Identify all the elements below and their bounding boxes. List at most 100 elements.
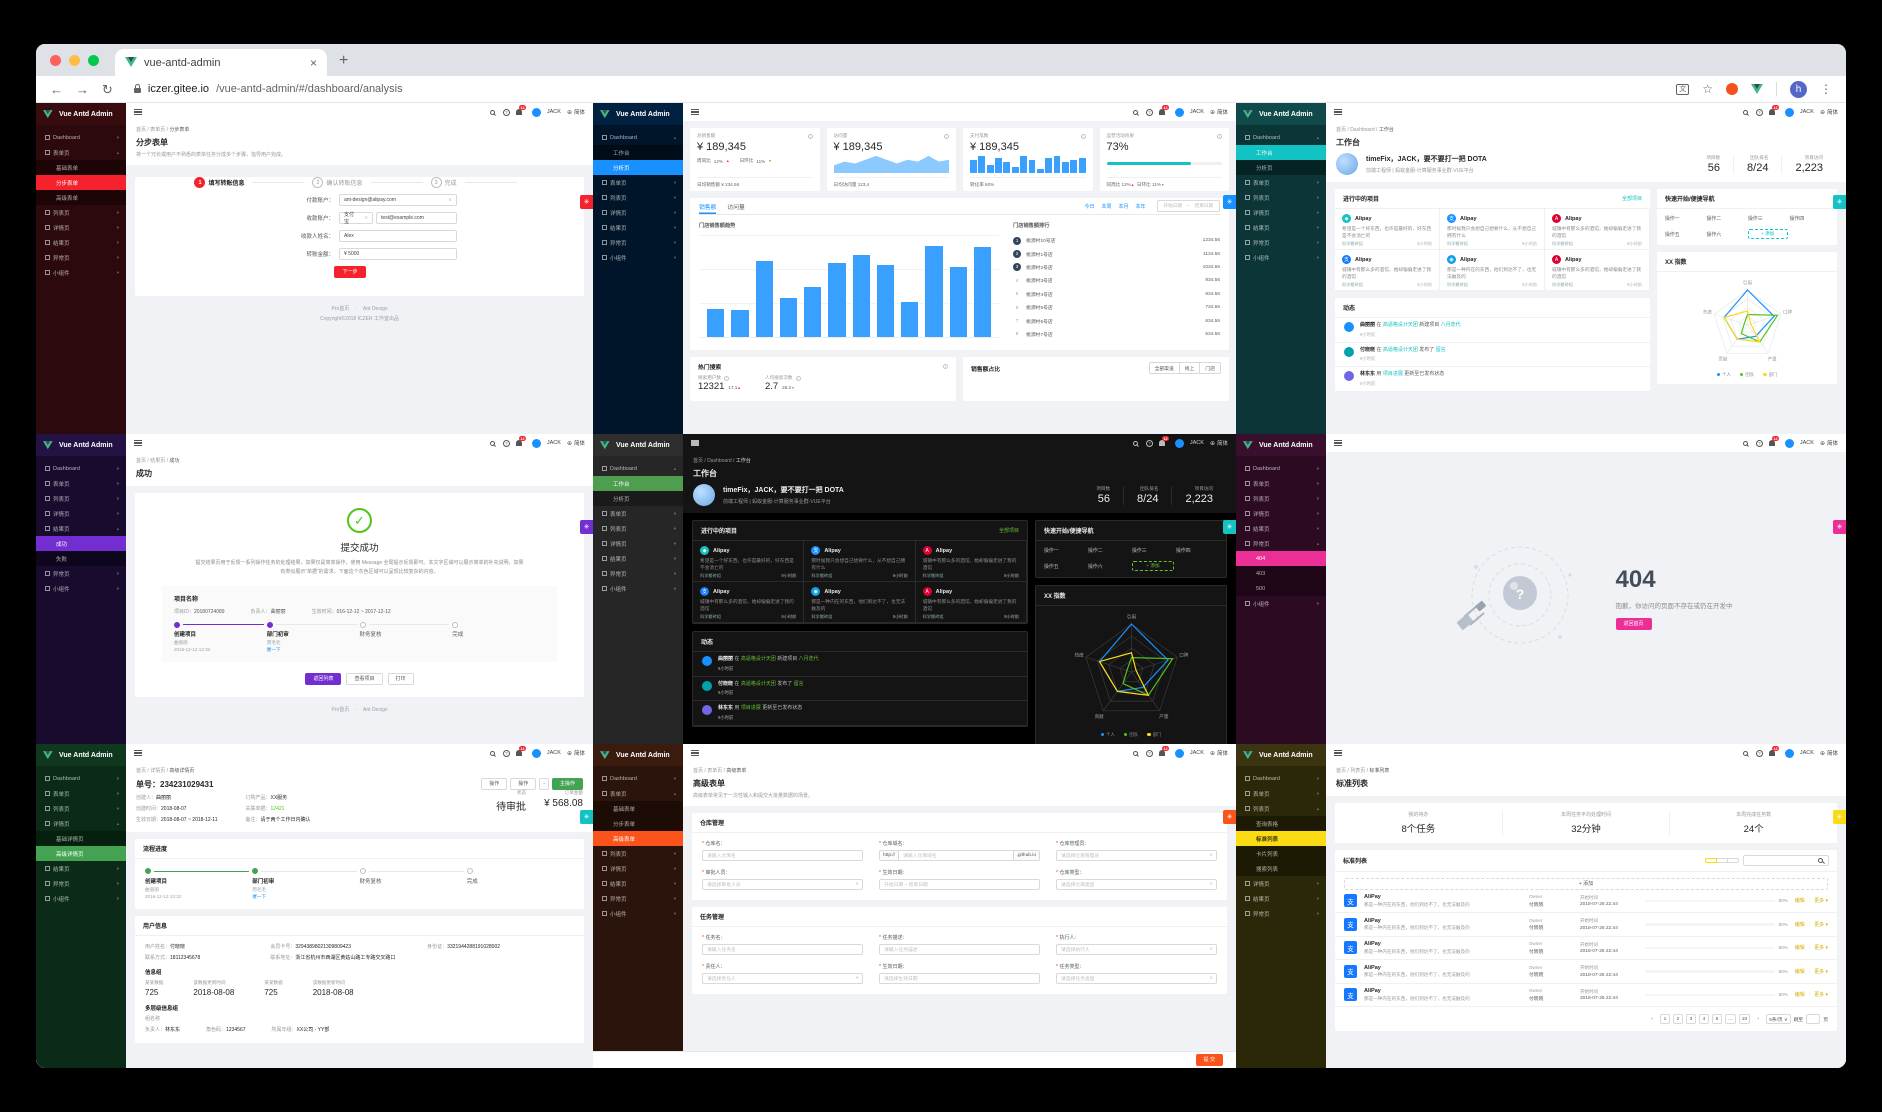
edit-link[interactable]: 编辑	[1794, 992, 1805, 999]
more-link[interactable]: 更多 ▾	[1814, 898, 1828, 905]
user-avatar[interactable]	[1174, 748, 1184, 758]
sidebar-item[interactable]: 小组件	[36, 265, 126, 280]
sidebar-item[interactable]: 分析页	[1236, 160, 1326, 175]
search-icon[interactable]	[1132, 440, 1138, 446]
related-doc-link[interactable]: 12421	[270, 806, 285, 812]
sidebar-item[interactable]: 表单页	[1236, 786, 1326, 801]
breadcrumb[interactable]: 首页 / 列表页 / 标准列表	[1336, 768, 1390, 774]
feed-link[interactable]: 八月迭代	[798, 656, 819, 662]
settings-gear-button[interactable]: ✳	[580, 520, 593, 534]
project-tile[interactable]: 支 Alipay 城镇中有那么多的酒馆，她却偏偏走进了我的酒馆 科学搬砖组 9小时前	[1335, 250, 1440, 291]
user-name[interactable]: JACK	[546, 109, 561, 115]
prev-page-button[interactable]: ‹	[1651, 1016, 1653, 1022]
sidebar-item[interactable]: 列表页	[36, 205, 126, 220]
sidebar-item[interactable]: 分步表单	[36, 175, 126, 190]
bell-icon[interactable]: 12	[1158, 436, 1170, 446]
quick-link[interactable]: 操作二	[1706, 217, 1722, 222]
sidebar-item[interactable]: 表单页	[1236, 175, 1326, 190]
sidebar-item[interactable]: Dashboard	[1236, 461, 1326, 476]
quick-link[interactable]: 操作五	[1665, 232, 1680, 238]
user-name[interactable]: JACK	[1189, 440, 1204, 446]
range-link[interactable]: 本周	[1101, 203, 1112, 210]
sidebar-item[interactable]: 列表页	[1236, 491, 1326, 506]
sidebar-item[interactable]: 小组件	[593, 581, 683, 596]
payee-name-input[interactable]: Alex	[339, 230, 457, 242]
print-button[interactable]: 打印	[387, 672, 414, 685]
project-tile[interactable]: ◉ Alipay 那是一种内在的东西，他们到达不了，也无法触及的 科学搬砖组 9小时…	[804, 582, 916, 623]
user-avatar[interactable]	[531, 748, 541, 758]
sidebar-item[interactable]: 结果页	[36, 235, 126, 250]
feed-link[interactable]: 项目进展	[1382, 371, 1403, 377]
sidebar-item[interactable]: 高级表单	[593, 831, 683, 846]
page-number-button[interactable]: 3	[1685, 1014, 1696, 1024]
sidebar-item[interactable]: 小组件	[1236, 250, 1326, 265]
user-name[interactable]: JACK	[546, 440, 561, 446]
task-row[interactable]: 支 AliPay 那是一种内在的东西，他们到达不了，也无法触及的 Owner 付晓晓…	[1335, 890, 1837, 913]
back-to-list-button[interactable]: 返回列表	[305, 672, 342, 685]
sidebar-item[interactable]: Dashboard	[36, 461, 126, 476]
bell-icon[interactable]: 12	[515, 436, 527, 446]
channel-filter-button[interactable]: 线上	[1178, 362, 1201, 375]
user-name[interactable]: JACK	[1799, 440, 1814, 446]
main-action-button[interactable]: 主操作	[551, 778, 583, 790]
edit-link[interactable]: 编辑	[1794, 968, 1805, 975]
help-icon[interactable]: ?	[1755, 108, 1763, 116]
quick-link[interactable]: 操作四	[1176, 549, 1191, 554]
payee-account-input[interactable]: test@example.com	[376, 212, 457, 224]
sidebar-item[interactable]: 成功	[36, 536, 126, 551]
bell-icon[interactable]: 12	[1768, 746, 1780, 756]
project-tile[interactable]: A Alipay 城镇中有那么多的酒馆，她却偏偏走进了我的酒馆 科学搬砖组 9小时前	[915, 541, 1027, 582]
sidebar-item[interactable]: 工作台	[1236, 145, 1326, 160]
minimize-window-button[interactable]	[69, 55, 80, 66]
settings-gear-button[interactable]: ✳	[580, 195, 593, 209]
breadcrumb[interactable]: 首页 / 表单页 / 高级表单	[693, 768, 747, 774]
sidebar-item[interactable]: 基础详情页	[36, 831, 126, 846]
form-input[interactable]: 请选择生效日期	[879, 972, 1040, 984]
bell-icon[interactable]: 12	[1768, 436, 1780, 446]
sidebar-item[interactable]: 结果页	[36, 861, 126, 876]
vue-devtools-extension-icon[interactable]	[1751, 83, 1763, 95]
page-number-button[interactable]: 4	[1698, 1014, 1709, 1024]
lang-switcher[interactable]: ⊕ 简体	[1209, 440, 1228, 448]
quick-link[interactable]: 操作五	[1044, 564, 1059, 570]
sidebar-item[interactable]: 列表页	[593, 846, 683, 861]
sidebar-item[interactable]: 工作台	[593, 476, 683, 491]
info-icon[interactable]: i	[807, 133, 813, 139]
sidebar-item[interactable]: Dashboard	[593, 461, 683, 476]
sidebar-item[interactable]: 异常页	[1236, 906, 1326, 921]
sidebar-item[interactable]: 列表页	[1236, 801, 1326, 816]
breadcrumb[interactable]: 首页 / 详情页 / 高级详情页	[136, 768, 195, 774]
info-icon[interactable]: i	[1217, 133, 1222, 139]
search-icon[interactable]	[1742, 750, 1748, 756]
project-tile[interactable]: 支 Alipay 城镇中有那么多的酒馆，她却偏偏走进了我的酒馆 科学搬砖组 9小时前	[693, 582, 805, 623]
user-avatar[interactable]	[1784, 748, 1794, 758]
sidebar-item[interactable]: 详情页	[593, 205, 683, 220]
edit-link[interactable]: 编辑	[1794, 898, 1805, 905]
feed-link[interactable]: 高逼格设计天团	[740, 656, 776, 662]
payer-account-select[interactable]: ant-design@alipay.com ∨	[339, 194, 457, 206]
app-logo[interactable]: Vue Antd Admin	[593, 744, 683, 766]
action-button[interactable]: 操作	[510, 778, 537, 790]
sidebar-item[interactable]: 表单页	[36, 476, 126, 491]
app-logo[interactable]: Vue Antd Admin	[1236, 103, 1326, 125]
help-icon[interactable]: ?	[1145, 439, 1153, 447]
more-action-button[interactable]: -	[539, 778, 549, 790]
sidebar-item[interactable]: 详情页	[593, 861, 683, 876]
sidebar-item[interactable]: 异常页	[1236, 536, 1326, 551]
settings-gear-button[interactable]: ✳	[1833, 195, 1846, 209]
sidebar-item[interactable]: 表单页	[36, 145, 126, 160]
app-logo[interactable]: Vue Antd Admin	[36, 744, 126, 766]
settings-gear-button[interactable]: ✳	[1223, 195, 1236, 209]
maximize-window-button[interactable]	[88, 55, 99, 66]
sidebar-item[interactable]: 小组件	[36, 581, 126, 596]
project-tile[interactable]: A Alipay 城镇中有那么多的酒馆，她却偏偏走进了我的酒馆 科学搬砖组 9小时前	[915, 582, 1027, 623]
menu-fold-icon[interactable]	[691, 750, 699, 756]
menu-fold-icon[interactable]	[134, 750, 142, 756]
search-icon[interactable]	[1132, 750, 1138, 756]
lang-switcher[interactable]: ⊕ 简体	[566, 109, 585, 117]
sidebar-item[interactable]: 详情页	[1236, 506, 1326, 521]
app-logo[interactable]: Vue Antd Admin	[36, 103, 126, 125]
footer-link-antd[interactable]: Ant Design	[363, 306, 388, 312]
project-tile[interactable]: A Alipay 城镇中有那么多的酒馆，她却偏偏走进了我的酒馆 科学搬砖组 9小时前	[1545, 250, 1650, 291]
form-input[interactable]: 请选择任务类型 ∨	[1056, 972, 1217, 984]
